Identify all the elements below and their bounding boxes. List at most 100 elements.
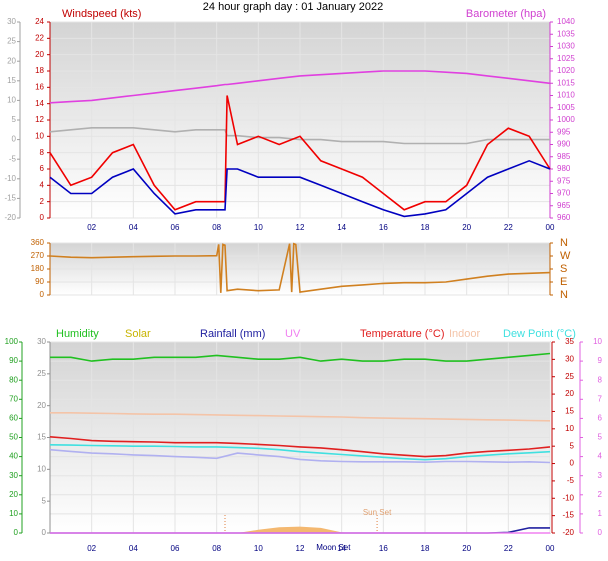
legend-entry: Rainfall (mm) — [200, 328, 265, 340]
y-tick-label: -5 — [567, 476, 575, 485]
y-tick-label: 5 — [570, 441, 575, 450]
y-tick-label: 1 — [598, 509, 603, 518]
y-tick-label: 10 — [593, 337, 602, 346]
y-tick-label: 10 — [565, 424, 574, 433]
left-axis-title: Windspeed (kts) — [62, 8, 141, 20]
series-area — [50, 526, 550, 533]
y-tick-label: 180 — [31, 264, 45, 273]
y-tick-label: 0 — [12, 135, 17, 144]
x-tick-label: 00 — [546, 223, 555, 232]
series-line — [49, 159, 551, 218]
y-tick-label: 1035 — [557, 29, 575, 38]
x-tick-label: 18 — [421, 223, 430, 232]
y-tick-label: 8 — [598, 375, 603, 384]
y-tick-label: 5 — [12, 115, 17, 124]
y-tick-label: -15 — [4, 194, 16, 203]
y-tick-label: -10 — [4, 174, 16, 183]
y-tick-label: 1020 — [557, 66, 575, 75]
right-axis-title: Barometer (hpa) — [466, 8, 546, 20]
y-tick-label: 960 — [557, 213, 571, 222]
y-tick-label: 30 — [37, 337, 46, 346]
y-tick-label: 10 — [37, 464, 46, 473]
y-tick-label: 35 — [565, 337, 574, 346]
series-line — [49, 242, 551, 294]
y-tick-label: 30 — [7, 17, 16, 26]
y-tick-label: 1010 — [557, 91, 575, 100]
y-tick-label: 985 — [557, 152, 571, 161]
y-tick-label: 16 — [35, 82, 44, 91]
y-tick-label: 4 — [598, 452, 603, 461]
legend-entry: UV — [285, 328, 301, 340]
y-tick-label: 20 — [37, 401, 46, 410]
y-tick-label: 1015 — [557, 78, 575, 87]
y-tick-label: 20 — [35, 50, 44, 59]
y-tick-label: 0 — [14, 528, 19, 537]
x-tick-label: 14 — [337, 544, 346, 553]
y-tick-label: 1025 — [557, 54, 575, 63]
y-tick-label: 100 — [5, 337, 19, 346]
y-tick-label: 80 — [9, 375, 18, 384]
legend-entry: Solar — [125, 328, 151, 340]
x-tick-label: 02 — [87, 544, 96, 553]
y-tick-label: -15 — [562, 511, 574, 520]
x-tick-label: 12 — [296, 544, 305, 553]
annotation: Moon Set — [316, 543, 351, 552]
y-tick-label: 1005 — [557, 103, 575, 112]
y-tick-label: S — [560, 263, 567, 275]
y-tick-label: 970 — [557, 189, 571, 198]
y-tick-label: 22 — [35, 33, 44, 42]
x-tick-label: 06 — [171, 223, 180, 232]
y-tick-label: 30 — [565, 354, 574, 363]
x-tick-label: 20 — [462, 544, 471, 553]
x-tick-label: 04 — [129, 223, 138, 232]
y-tick-label: -10 — [562, 493, 574, 502]
y-tick-label: N — [560, 237, 568, 249]
x-tick-label: 16 — [379, 544, 388, 553]
series-line — [50, 352, 551, 362]
y-tick-label: 975 — [557, 176, 571, 185]
y-tick-label: 15 — [7, 76, 16, 85]
x-tick-label: 10 — [254, 544, 263, 553]
y-tick-label: 15 — [565, 407, 574, 416]
y-tick-label: 990 — [557, 140, 571, 149]
y-tick-label: 10 — [7, 96, 16, 105]
y-tick-label: 30 — [9, 471, 18, 480]
y-tick-label: 20 — [7, 56, 16, 65]
y-tick-label: N — [560, 289, 568, 301]
y-tick-label: 15 — [37, 433, 46, 442]
y-tick-label: 0 — [570, 459, 575, 468]
y-tick-label: 2 — [40, 197, 45, 206]
y-tick-label: 6 — [40, 164, 45, 173]
x-tick-label: 18 — [421, 544, 430, 553]
series-line — [50, 412, 551, 422]
y-tick-label: -20 — [4, 213, 16, 222]
annotation: Sun Set — [363, 508, 392, 517]
x-tick-label: 08 — [212, 544, 221, 553]
series-line — [49, 95, 551, 211]
y-tick-label: 995 — [557, 127, 571, 136]
y-tick-label: 0 — [598, 528, 603, 537]
x-tick-label: 22 — [504, 544, 513, 553]
y-tick-label: 6 — [598, 414, 603, 423]
x-tick-label: 12 — [296, 223, 305, 232]
x-tick-label: 20 — [462, 223, 471, 232]
x-tick-label: 14 — [337, 223, 346, 232]
y-tick-label: 7 — [598, 394, 603, 403]
series-line — [49, 70, 551, 104]
series-line — [49, 127, 550, 145]
chart-title: 24 hour graph day : 01 January 2022 — [203, 1, 383, 13]
y-tick-label: 25 — [7, 37, 16, 46]
x-tick-label: 22 — [504, 223, 513, 232]
legend-entry: Indoor — [449, 328, 481, 340]
y-tick-label: 20 — [565, 389, 574, 398]
y-tick-label: 270 — [31, 251, 45, 260]
series-line — [49, 436, 551, 458]
y-tick-label: 980 — [557, 164, 571, 173]
y-tick-label: 965 — [557, 201, 571, 210]
y-tick-label: 0 — [42, 528, 47, 537]
y-tick-label: 1030 — [557, 42, 575, 51]
series-line — [49, 448, 551, 464]
y-tick-label: 90 — [9, 356, 18, 365]
y-tick-label: 90 — [35, 277, 44, 286]
